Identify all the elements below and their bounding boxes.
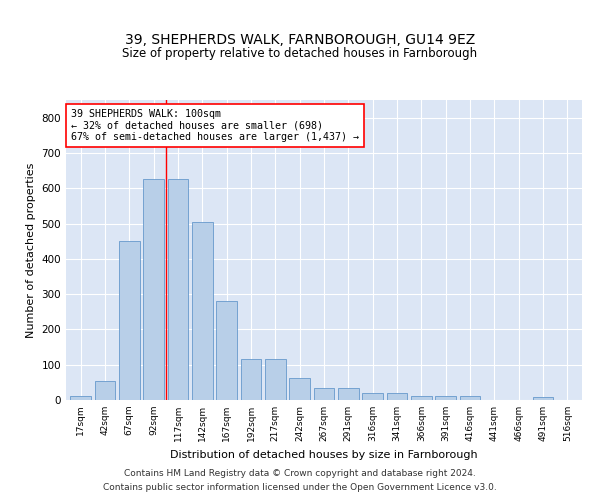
Bar bbox=[241, 358, 262, 400]
Text: Size of property relative to detached houses in Farnborough: Size of property relative to detached ho… bbox=[122, 48, 478, 60]
Bar bbox=[386, 393, 407, 400]
Bar bbox=[216, 301, 237, 400]
Text: 39, SHEPHERDS WALK, FARNBOROUGH, GU14 9EZ: 39, SHEPHERDS WALK, FARNBOROUGH, GU14 9E… bbox=[125, 32, 475, 46]
Y-axis label: Number of detached properties: Number of detached properties bbox=[26, 162, 36, 338]
Bar bbox=[289, 378, 310, 400]
X-axis label: Distribution of detached houses by size in Farnborough: Distribution of detached houses by size … bbox=[170, 450, 478, 460]
Bar bbox=[265, 358, 286, 400]
Bar bbox=[411, 396, 432, 400]
Bar bbox=[167, 180, 188, 400]
Bar bbox=[143, 180, 164, 400]
Bar bbox=[533, 397, 553, 400]
Text: 39 SHEPHERDS WALK: 100sqm
← 32% of detached houses are smaller (698)
67% of semi: 39 SHEPHERDS WALK: 100sqm ← 32% of detac… bbox=[71, 109, 359, 142]
Bar bbox=[338, 388, 359, 400]
Bar bbox=[436, 396, 456, 400]
Bar bbox=[70, 396, 91, 400]
Text: Contains public sector information licensed under the Open Government Licence v3: Contains public sector information licen… bbox=[103, 484, 497, 492]
Bar bbox=[460, 396, 481, 400]
Bar bbox=[119, 241, 140, 400]
Text: Contains HM Land Registry data © Crown copyright and database right 2024.: Contains HM Land Registry data © Crown c… bbox=[124, 468, 476, 477]
Bar bbox=[95, 380, 115, 400]
Bar bbox=[314, 388, 334, 400]
Bar bbox=[362, 393, 383, 400]
Bar bbox=[192, 222, 212, 400]
